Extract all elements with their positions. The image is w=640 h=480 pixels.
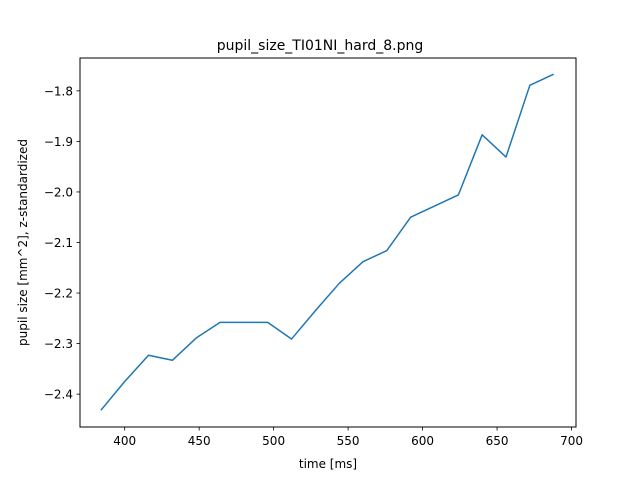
y-tick-label: −2.4 (44, 388, 73, 402)
x-tick-label: 500 (262, 434, 285, 448)
x-tick-label: 600 (411, 434, 434, 448)
y-tick-label: −1.9 (44, 135, 73, 149)
y-tick-label: −2.0 (44, 185, 73, 199)
x-axis-ticks: 400 450 500 550 600 650 700 (113, 427, 583, 448)
x-tick-label: 650 (486, 434, 509, 448)
y-tick-label: −1.8 (44, 84, 73, 98)
y-axis-label: pupil size [mm^2], z-standardized (16, 139, 30, 346)
y-axis-ticks: −2.4 −2.3 −2.2 −2.1 −2.0 −1.9 −1.8 (44, 84, 80, 402)
plot-area (100, 73, 554, 411)
y-tick-label: −2.2 (44, 287, 73, 301)
series-line-0 (100, 73, 554, 411)
x-tick-label: 400 (113, 434, 136, 448)
x-axis-label: time [ms] (299, 457, 357, 471)
x-tick-label: 700 (560, 434, 583, 448)
y-tick-label: −2.1 (44, 236, 73, 250)
x-tick-label: 550 (337, 434, 360, 448)
x-tick-label: 450 (188, 434, 211, 448)
y-tick-label: −2.3 (44, 337, 73, 351)
chart-title: pupil_size_TI01NI_hard_8.png (217, 38, 424, 54)
axes-frame (79, 57, 577, 428)
